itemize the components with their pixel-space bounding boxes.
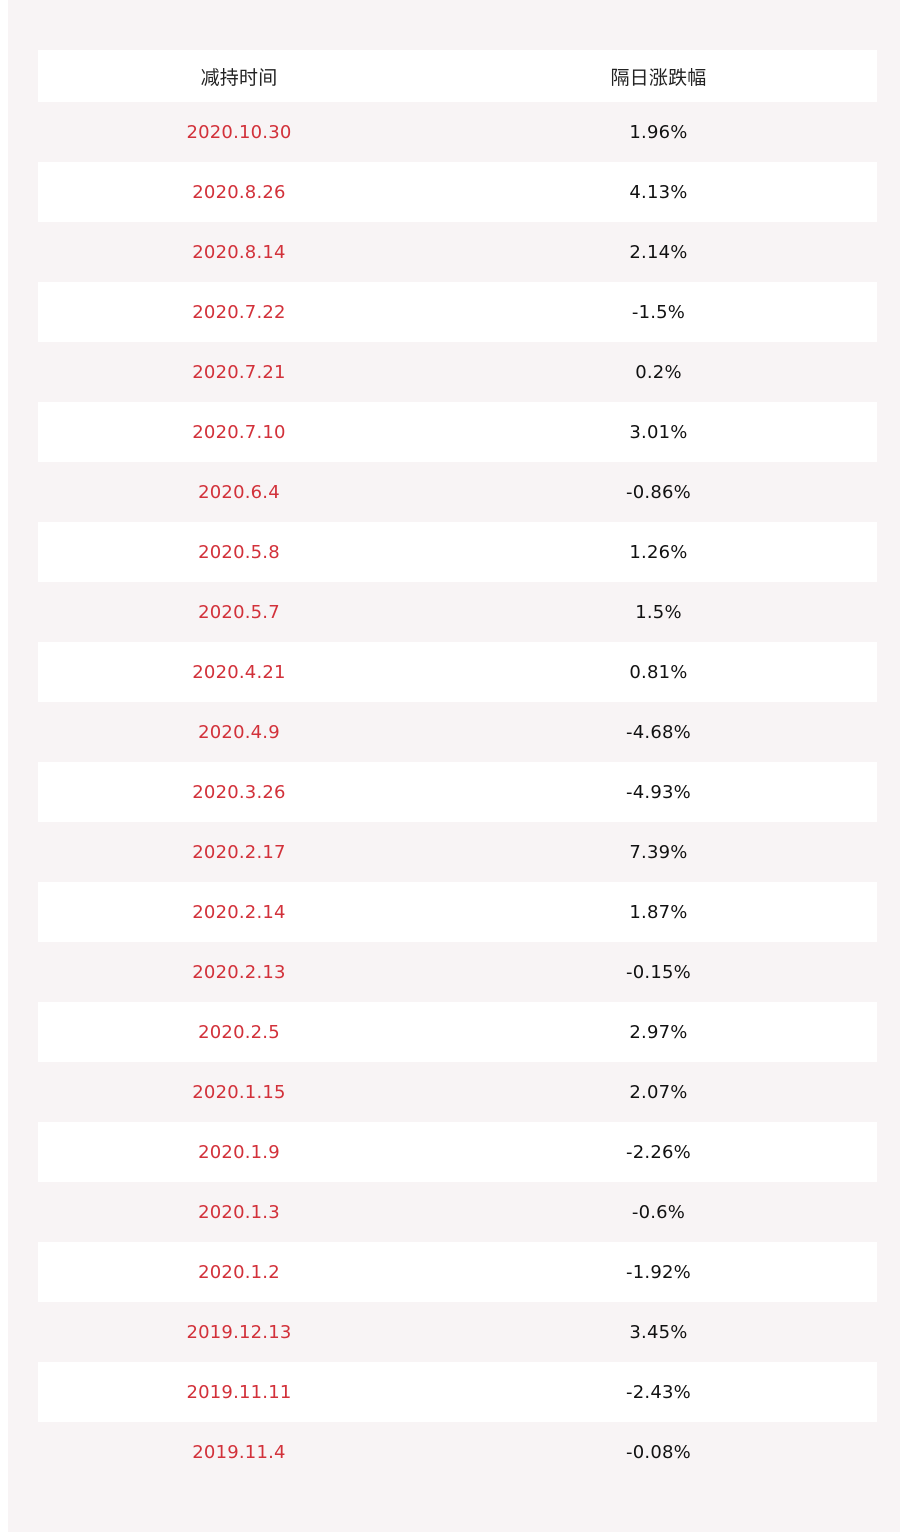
reduction-date-cell: 2020.7.10 [192,421,286,443]
reduction-date-cell: 2020.8.26 [192,181,286,203]
reduction-date-cell: 2020.1.9 [198,1141,280,1163]
content-panel: 减持时间 隔日涨跌幅 2020.10.30 1.96% 2020.8.26 4.13%… [8,0,900,1532]
reduction-date-cell: 2020.1.15 [192,1081,286,1103]
next-day-change-cell: 2.97% [629,1021,688,1043]
next-day-change-cell: -0.08% [626,1441,691,1463]
table-row: 2020.4.9 -4.68% [38,702,877,762]
table-row: 2020.3.26 -4.93% [38,762,877,822]
table-row: 2020.1.9 -2.26% [38,1122,877,1182]
header-next-day-change: 隔日涨跌幅 [610,66,707,89]
table-row: 2020.4.21 0.81% [38,642,877,702]
reduction-date-cell: 2020.2.13 [192,961,286,983]
reduction-table: 减持时间 隔日涨跌幅 2020.10.30 1.96% 2020.8.26 4.13%… [38,50,877,1482]
table-row: 2020.10.30 1.96% [38,102,877,162]
reduction-date-cell: 2020.4.9 [198,721,280,743]
next-day-change-cell: -4.93% [626,781,691,803]
reduction-date-cell: 2020.1.2 [198,1261,280,1283]
table-row: 2020.2.17 7.39% [38,822,877,882]
table-row: 2020.7.21 0.2% [38,342,877,402]
table-row: 2020.2.5 2.97% [38,1002,877,1062]
table-row: 2020.5.8 1.26% [38,522,877,582]
next-day-change-cell: 1.5% [635,601,682,623]
table-row: 2020.8.26 4.13% [38,162,877,222]
table-row: 2020.7.22 -1.5% [38,282,877,342]
table-row: 2020.7.10 3.01% [38,402,877,462]
reduction-date-cell: 2019.11.11 [186,1381,292,1403]
next-day-change-cell: 2.14% [629,241,688,263]
reduction-date-cell: 2020.5.8 [198,541,280,563]
table-header-row: 减持时间 隔日涨跌幅 [38,50,877,102]
reduction-date-cell: 2020.2.5 [198,1021,280,1043]
next-day-change-cell: -2.26% [626,1141,691,1163]
reduction-date-cell: 2020.5.7 [198,601,280,623]
table-row: 2020.1.3 -0.6% [38,1182,877,1242]
reduction-date-cell: 2019.11.4 [192,1441,286,1463]
reduction-date-cell: 2020.2.17 [192,841,286,863]
table-row: 2020.2.14 1.87% [38,882,877,942]
reduction-date-cell: 2020.8.14 [192,241,286,263]
reduction-date-cell: 2020.2.14 [192,901,286,923]
next-day-change-cell: -2.43% [626,1381,691,1403]
next-day-change-cell: 2.07% [629,1081,688,1103]
reduction-date-cell: 2020.4.21 [192,661,286,683]
table-row: 2020.6.4 -0.86% [38,462,877,522]
reduction-date-cell: 2020.3.26 [192,781,286,803]
table-row: 2019.11.11 -2.43% [38,1362,877,1422]
next-day-change-cell: 4.13% [629,181,688,203]
reduction-date-cell: 2020.7.21 [192,361,286,383]
next-day-change-cell: 7.39% [629,841,688,863]
table-row: 2020.8.14 2.14% [38,222,877,282]
reduction-date-cell: 2020.10.30 [186,121,292,143]
table-row: 2019.11.4 -0.08% [38,1422,877,1482]
next-day-change-cell: 3.01% [629,421,688,443]
table-row: 2019.12.13 3.45% [38,1302,877,1362]
next-day-change-cell: -4.68% [626,721,691,743]
reduction-date-cell: 2020.1.3 [198,1201,280,1223]
next-day-change-cell: -1.92% [626,1261,691,1283]
next-day-change-cell: -0.86% [626,481,691,503]
next-day-change-cell: -0.6% [631,1201,686,1223]
table-row: 2020.1.15 2.07% [38,1062,877,1122]
reduction-date-cell: 2019.12.13 [186,1321,292,1343]
table-body: 2020.10.30 1.96% 2020.8.26 4.13% 2020.8.14 2.… [38,102,877,1482]
next-day-change-cell: 3.45% [629,1321,688,1343]
reduction-date-cell: 2020.7.22 [192,301,286,323]
next-day-change-cell: -0.15% [626,961,691,983]
next-day-change-cell: 0.81% [629,661,688,683]
header-reduction-time: 减持时间 [200,66,278,89]
table-row: 2020.5.7 1.5% [38,582,877,642]
next-day-change-cell: -1.5% [631,301,686,323]
next-day-change-cell: 1.26% [629,541,688,563]
next-day-change-cell: 0.2% [635,361,682,383]
reduction-date-cell: 2020.6.4 [198,481,280,503]
table-row: 2020.1.2 -1.92% [38,1242,877,1302]
next-day-change-cell: 1.96% [629,121,688,143]
next-day-change-cell: 1.87% [629,901,688,923]
table-row: 2020.2.13 -0.15% [38,942,877,1002]
